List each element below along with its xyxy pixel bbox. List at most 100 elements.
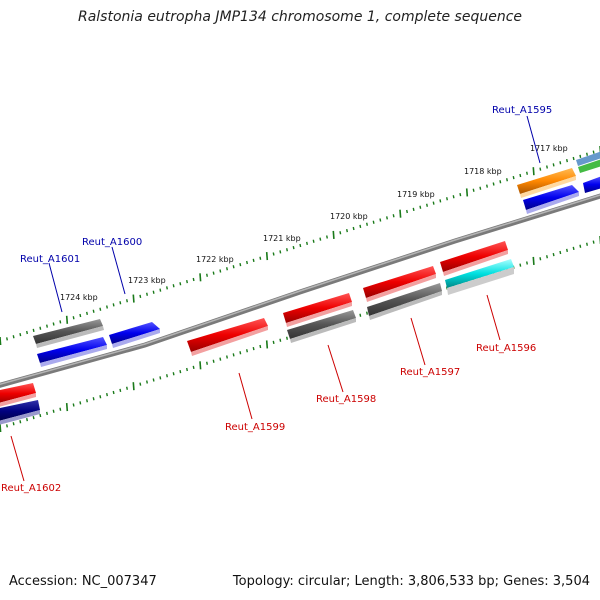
ruler-major-tick — [132, 382, 135, 391]
ruler-minor-tick — [46, 411, 48, 416]
ruler-major-tick — [532, 256, 535, 265]
ruler-minor-tick — [259, 256, 262, 260]
ruler-minor-tick — [12, 422, 15, 426]
ruler-minor-tick — [306, 241, 308, 246]
label-reut-a1595[interactable]: Reut_A1595 — [492, 105, 552, 116]
gene-reut-a1601[interactable] — [33, 319, 104, 348]
ruler-minor-tick — [139, 382, 142, 386]
ruler-major-tick — [465, 188, 469, 197]
ruler-minor-tick — [592, 240, 595, 244]
ruler-minor-tick — [519, 263, 522, 267]
ruler-minor-tick — [172, 284, 175, 288]
ruler-minor-tick — [299, 243, 302, 248]
gene-reut-a1601-blue[interactable] — [37, 337, 107, 367]
gene-reut-a1596-cyan[interactable] — [445, 259, 514, 295]
ruler-minor-tick — [446, 197, 448, 201]
ruler-minor-tick — [112, 390, 115, 395]
ruler-minor-tick — [139, 294, 142, 299]
ruler-minor-tick — [426, 203, 428, 207]
kbp-label-1721: 1721 kbp — [263, 234, 301, 243]
label-reut-a1599[interactable]: Reut_A1599 — [225, 422, 285, 433]
ruler-minor-tick — [432, 201, 435, 205]
ruler-minor-tick — [126, 386, 128, 390]
ruler-minor-tick — [359, 224, 362, 229]
ruler-minor-tick — [159, 376, 162, 380]
ruler-major-tick — [399, 209, 402, 218]
label-reut-a1600[interactable]: Reut_A1600 — [82, 237, 142, 248]
ruler-minor-tick — [552, 163, 555, 167]
ruler-minor-tick — [439, 199, 442, 203]
gene-reut-a1595-blue[interactable] — [523, 185, 579, 214]
ruler-minor-tick — [72, 316, 75, 320]
gene-reut-a1598-gray[interactable] — [287, 310, 356, 343]
ruler-minor-tick — [119, 301, 122, 305]
leader-reut-a1597 — [410, 317, 426, 366]
ruler-minor-tick — [232, 353, 235, 357]
ruler-minor-tick — [192, 365, 195, 370]
ruler-minor-tick — [352, 226, 355, 231]
ruler-minor-tick — [512, 175, 515, 180]
gene-reut-a1600[interactable] — [109, 322, 160, 348]
gene-reut-a1597-gray[interactable] — [367, 283, 442, 320]
map-title: Ralstonia eutropha JMP134 chromosome 1, … — [77, 9, 522, 25]
ruler-minor-tick — [406, 209, 408, 214]
ruler-minor-tick — [186, 367, 188, 372]
ruler-minor-tick — [539, 257, 542, 261]
label-reut-a1597[interactable]: Reut_A1597 — [400, 367, 460, 378]
leader-reut-a1599 — [238, 372, 253, 420]
ruler-minor-tick — [292, 245, 295, 250]
ruler-minor-tick — [86, 399, 88, 403]
gene-edge-green[interactable] — [576, 151, 600, 193]
ruler-minor-tick — [279, 250, 282, 254]
ruler-minor-tick — [519, 173, 522, 178]
ruler-minor-tick — [506, 178, 508, 182]
ruler-minor-tick — [39, 326, 42, 330]
label-reut-a1598[interactable]: Reut_A1598 — [316, 394, 376, 405]
label-reut-a1602[interactable]: Reut_A1602 — [1, 483, 61, 494]
ruler-minor-tick — [546, 165, 548, 169]
ruler-minor-tick — [279, 338, 282, 342]
ruler-minor-tick — [559, 250, 562, 255]
ruler-minor-tick — [419, 205, 422, 209]
gene-reut-a1599[interactable] — [187, 318, 268, 356]
ruler-minor-tick — [252, 346, 255, 351]
ruler-minor-tick — [126, 299, 128, 303]
ruler-minor-tick — [46, 324, 48, 328]
label-reut-a1596[interactable]: Reut_A1596 — [476, 343, 536, 354]
ruler-minor-tick — [359, 313, 362, 317]
ruler-minor-tick — [26, 330, 28, 335]
leader-reut-a1598 — [327, 344, 344, 393]
ruler-minor-tick — [146, 380, 148, 384]
ruler-minor-tick — [39, 413, 42, 418]
gene-reut-a1602-navy[interactable] — [0, 400, 40, 426]
ruler-major-tick — [0, 423, 2, 433]
label-reut-a1601[interactable]: Reut_A1601 — [20, 254, 80, 265]
gene-reut-a1597[interactable] — [363, 266, 436, 302]
ruler-minor-tick — [539, 167, 542, 171]
gene-reut-a1595[interactable] — [517, 168, 576, 198]
ruler-minor-tick — [492, 182, 495, 186]
leader-reut-a1601 — [48, 262, 63, 313]
ruler-minor-tick — [319, 237, 322, 241]
ruler-minor-tick — [579, 154, 582, 159]
ruler-minor-tick — [206, 273, 208, 277]
ruler-minor-tick — [586, 152, 588, 156]
ruler-minor-tick — [239, 351, 242, 355]
gene-reut-a1598[interactable] — [283, 293, 352, 327]
ruler-minor-tick — [412, 207, 415, 212]
ruler-minor-tick — [232, 265, 235, 269]
accession-text: Accession: NC_007347 — [9, 574, 157, 589]
ruler-minor-tick — [106, 392, 108, 397]
gene-reut-a1602[interactable] — [0, 383, 36, 408]
ruler-upper — [0, 146, 600, 346]
gene-reut-a1596[interactable] — [440, 241, 508, 276]
ruler-minor-tick — [86, 311, 88, 316]
ruler-minor-tick — [246, 260, 248, 265]
ruler-minor-tick — [19, 332, 22, 337]
ruler-minor-tick — [226, 267, 228, 271]
ruler-minor-tick — [119, 388, 122, 393]
ruler-minor-tick — [52, 409, 55, 413]
leader-reut-a1595 — [526, 115, 541, 164]
ruler-minor-tick — [226, 355, 228, 359]
ruler-minor-tick — [99, 307, 102, 311]
